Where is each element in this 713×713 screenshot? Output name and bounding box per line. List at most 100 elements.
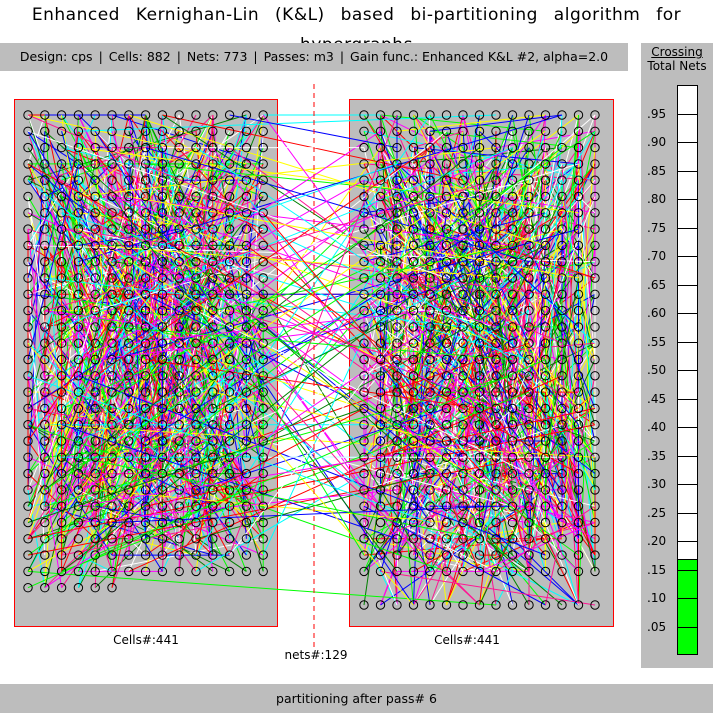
net-count: Nets: 773 [186,49,248,64]
cell-node [590,175,600,185]
cell-node [491,485,501,495]
cell-node [458,501,468,511]
cell-node [425,240,435,251]
cell-node [441,126,452,137]
cell-node [408,501,419,511]
cell-node [507,468,518,479]
cell-node [241,566,252,577]
cell-node [56,436,67,446]
cell-node [73,517,84,528]
net-wire [195,245,247,523]
net-wire [578,196,596,214]
meter-tick-label: .85 [647,163,667,178]
cell-node [441,273,452,283]
cell-node [258,468,268,479]
cell-node [241,208,252,218]
cell-node [56,126,67,137]
cell-node [474,175,485,185]
cell-node [174,566,184,577]
cell-node [590,208,600,218]
cell-node [174,175,184,185]
cell-node [408,110,419,120]
net-wire [61,196,147,377]
cell-node [258,436,268,446]
cell-node [474,403,485,414]
cell-node [140,208,151,218]
cell-node [375,534,386,544]
cell-node [375,600,386,610]
meter-tick-label: .65 [647,277,667,292]
cell-node [208,566,218,577]
cell-node [392,550,402,560]
cell-node [524,485,534,495]
cell-node [375,175,386,185]
cell-node [557,240,567,251]
cell-node [90,583,100,593]
cell-node [40,566,50,577]
cell-node [90,191,100,202]
net-wire [128,163,147,539]
cell-node [124,224,134,234]
cell-node [208,240,218,251]
cell-node [107,338,117,348]
cell-node [474,126,485,137]
cell-node [90,436,100,446]
cell-node [359,322,369,332]
cell-node [23,583,33,593]
net-wire [128,277,214,328]
cell-node [140,289,151,299]
cell-node [573,501,584,511]
cell-node [56,322,67,332]
cell-node [224,273,235,283]
cell-node [557,566,567,577]
cell-node [73,142,84,153]
cell-node [425,354,435,365]
cell-node [491,436,501,446]
net-wire [27,147,147,523]
cell-node [474,371,485,381]
cell-node [441,110,452,120]
cell-node [157,273,168,283]
cell-node [140,142,151,153]
cell-node [392,273,402,283]
cell-node [590,501,600,511]
cell-node [174,240,184,251]
cell-node [241,436,252,446]
net-wire [162,114,513,344]
cell-node [191,110,201,120]
cell-node [208,142,218,153]
cell-node [375,371,386,381]
cell-node [191,240,201,251]
cell-node [441,289,452,299]
meter-tick-mark [677,626,698,628]
cell-node [540,501,551,511]
cell-node [174,289,184,299]
cell-node [507,126,518,137]
cell-node [359,175,369,185]
net-wire [162,342,264,458]
cell-node [124,191,134,202]
cell-node [241,387,252,397]
cell-node [107,387,117,397]
cell-node [157,322,168,332]
cell-node [392,534,402,544]
cell-node [392,371,402,381]
cell-node [491,224,501,234]
net-wire [479,391,513,539]
meter-title-total-nets: Total Nets [647,59,707,73]
cell-node [124,354,134,365]
net-wire [95,489,447,523]
net-wire [78,489,398,523]
cell-node [557,126,567,137]
cell-node [23,387,33,397]
cell-node [73,436,84,446]
cell-node [224,142,235,153]
cell-node [392,403,402,414]
cell-node [359,159,369,169]
cell-node [124,550,134,560]
cell-node [140,175,151,185]
meter-tick-mark [677,256,698,257]
net-wire [262,228,414,556]
cell-node [557,338,567,348]
